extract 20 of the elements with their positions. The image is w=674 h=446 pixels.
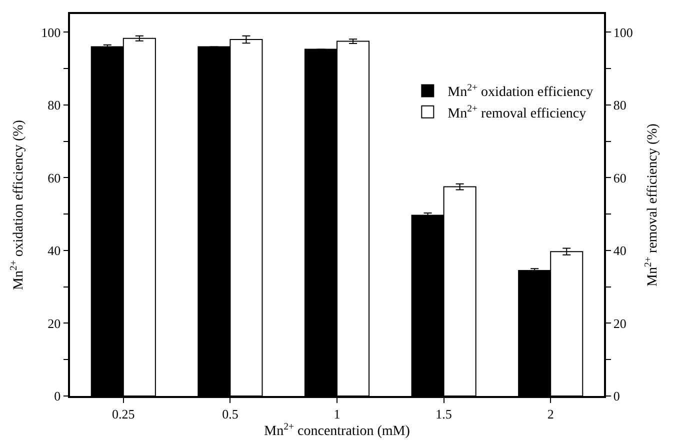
x-tick-label: 0.25: [112, 406, 135, 422]
y2-tick-label: 60: [613, 170, 626, 186]
x-axis-title: Mn$^{2+}$ concentration (mM): [264, 421, 410, 440]
y2-tick-label: 20: [613, 316, 626, 331]
y-tick-label: 0: [54, 388, 61, 404]
y2-tick-label: 100: [613, 24, 633, 40]
legend-label: Mn$^{2+}$ removal efficiency: [448, 104, 586, 122]
y-tick-label: 60: [48, 170, 61, 186]
x-tick-label: 1: [334, 406, 340, 422]
y2-tick-label: 80: [613, 98, 626, 112]
x-tick-label: 1.5: [436, 406, 452, 422]
y-tick-label: 80: [48, 98, 61, 112]
y-tick-label: 20: [48, 316, 61, 331]
y2-tick-label: 0: [613, 388, 620, 404]
legend-label: Mn$^{2+}$ oxidation efficiency: [448, 82, 594, 100]
y-tick-label: 100: [41, 24, 61, 40]
y2-tick-label: 40: [613, 243, 626, 258]
y-tick-label: 40: [48, 243, 61, 258]
x-tick-label: 2: [547, 406, 554, 422]
x-tick-label: 0.5: [222, 406, 238, 422]
